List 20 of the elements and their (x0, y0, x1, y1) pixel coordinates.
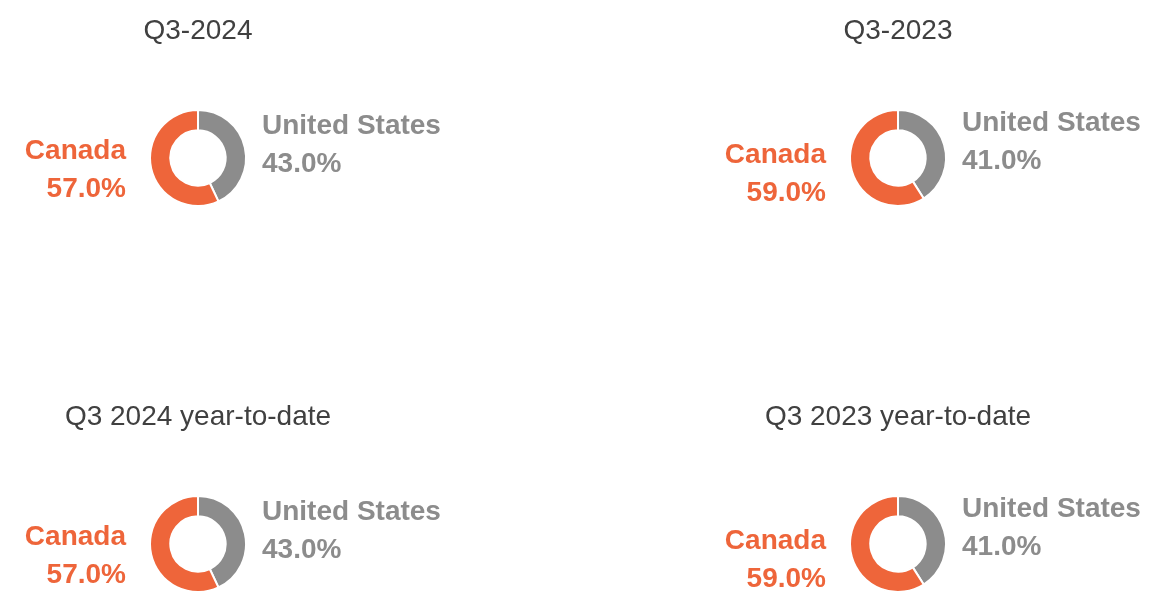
chart-title: Q3 2024 year-to-date (63, 399, 333, 433)
data-label: 59.0% (746, 561, 827, 593)
slice-label: Canada (24, 520, 127, 552)
slice-label: United States (262, 109, 441, 141)
chart-title: Q3 2023 year-to-date (763, 399, 1033, 433)
slice-label: Canada (724, 137, 827, 169)
data-label: 59.0% (746, 175, 827, 207)
data-label: 43.0% (262, 147, 342, 179)
data-label: 41.0% (962, 143, 1042, 175)
data-label: 57.0% (46, 558, 127, 590)
slice-label: United States (962, 105, 1141, 137)
slice-label: Canada (24, 134, 127, 166)
slice-label: Canada (724, 523, 827, 555)
slice-label: United States (262, 495, 441, 527)
chart-title: Q3-2023 (842, 13, 954, 47)
slice-label: United States (962, 491, 1141, 523)
chart-title: Q3-2024 (142, 13, 254, 47)
data-label: 41.0% (962, 529, 1042, 561)
data-label: 43.0% (262, 533, 342, 565)
data-label: 57.0% (46, 172, 127, 204)
